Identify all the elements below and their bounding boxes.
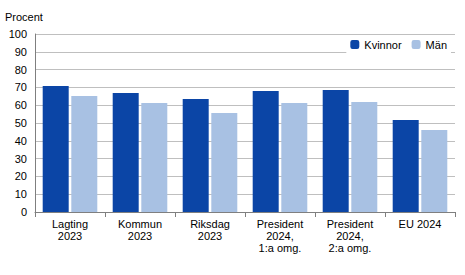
svg-text:Män: Män: [426, 39, 447, 51]
svg-text:100: 100: [9, 28, 27, 40]
svg-text:80: 80: [15, 64, 27, 76]
svg-text:30: 30: [15, 153, 27, 165]
svg-text:2023: 2023: [58, 230, 82, 242]
svg-text:20: 20: [15, 170, 27, 182]
svg-text:2024,: 2024,: [336, 230, 364, 242]
svg-text:Lagting: Lagting: [52, 218, 88, 230]
svg-text:Kommun: Kommun: [118, 218, 162, 230]
svg-text:40: 40: [15, 135, 27, 147]
svg-text:Kvinnor: Kvinnor: [364, 39, 402, 51]
svg-text:2:a omg.: 2:a omg.: [329, 242, 372, 254]
svg-text:10: 10: [15, 188, 27, 200]
svg-text:Riksdag: Riksdag: [190, 218, 230, 230]
svg-text:2023: 2023: [128, 230, 152, 242]
svg-text:President: President: [327, 218, 373, 230]
svg-text:1:a omg.: 1:a omg.: [259, 242, 302, 254]
svg-text:0: 0: [21, 206, 27, 218]
svg-text:Procent: Procent: [5, 11, 43, 23]
svg-text:2023: 2023: [198, 230, 222, 242]
svg-text:50: 50: [15, 117, 27, 129]
svg-text:2024,: 2024,: [266, 230, 294, 242]
svg-text:60: 60: [15, 99, 27, 111]
svg-text:President: President: [257, 218, 303, 230]
svg-text:EU 2024: EU 2024: [399, 218, 442, 230]
svg-text:90: 90: [15, 46, 27, 58]
svg-text:70: 70: [15, 81, 27, 93]
